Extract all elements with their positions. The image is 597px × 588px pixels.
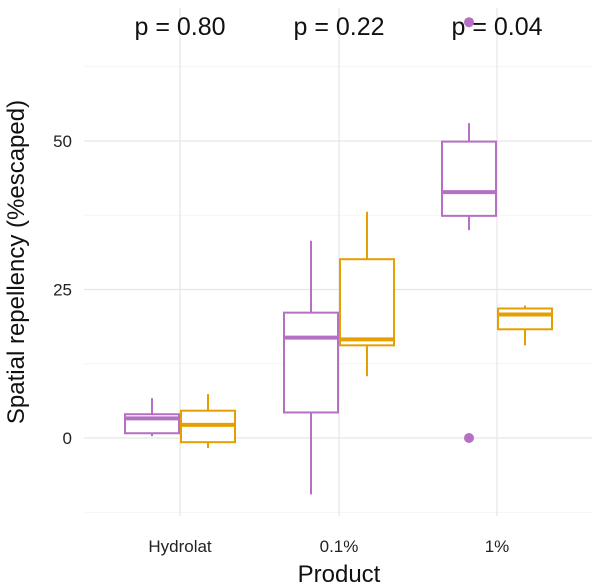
x-tick-label: 1% (485, 537, 510, 556)
box-rect (497, 307, 553, 331)
box-rect (339, 258, 395, 347)
box-rect (441, 140, 497, 217)
p-value-label: p = 0.22 (293, 13, 384, 41)
box (339, 211, 395, 377)
box (180, 394, 236, 449)
p-value-label: p = 0.80 (134, 13, 225, 41)
y-tick-label: 25 (53, 281, 72, 300)
box-rect (283, 311, 339, 414)
boxes (124, 17, 553, 495)
box (283, 240, 339, 495)
box (124, 398, 180, 437)
p-value-label: p = 0.04 (451, 13, 542, 41)
y-axis-title: Spatial repellency (%escaped) (3, 100, 30, 424)
labels: 0 25 50 Hydrolat 0.1% 1% p = 0.80 p = 0.22 p = 0… (53, 13, 543, 556)
box (441, 17, 497, 443)
x-axis-title: Product (298, 561, 381, 588)
outlier-point (464, 433, 474, 443)
x-tick-label: Hydrolat (148, 537, 212, 556)
y-tick-label: 0 (63, 429, 72, 448)
grid (84, 8, 592, 516)
x-tick-label: 0.1% (320, 537, 359, 556)
outlier-point (464, 17, 474, 28)
y-tick-label: 50 (53, 132, 72, 151)
box (497, 305, 553, 346)
